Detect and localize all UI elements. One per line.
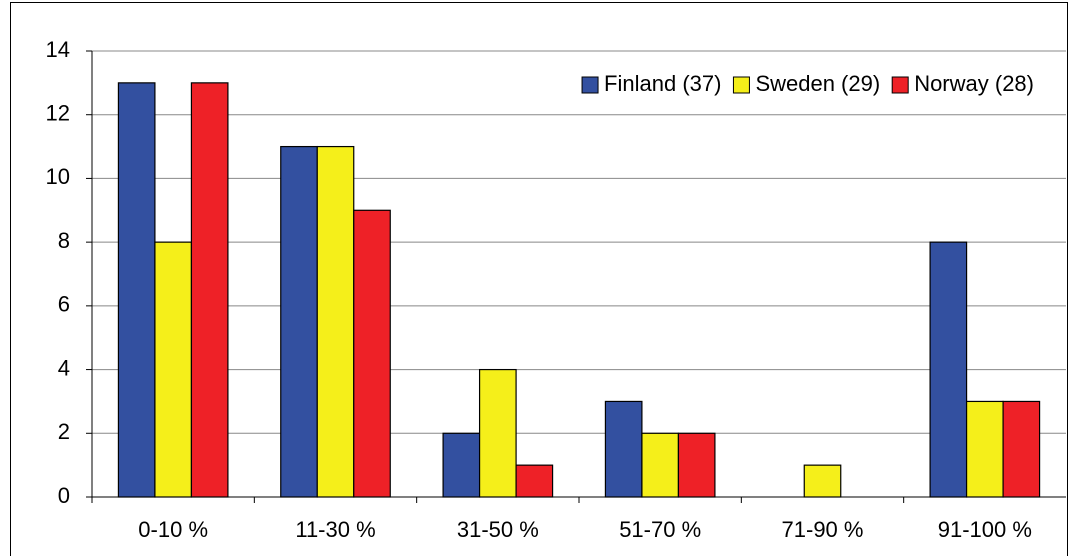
bar [965,400,1004,498]
bar [280,145,318,498]
bar [117,82,156,498]
bar [929,241,968,498]
bar [190,82,229,498]
y-tick-label: 2 [58,419,70,444]
y-tick-label: 12 [46,101,70,126]
bar [641,432,680,498]
x-tick-label: 0-10 % [138,517,208,542]
bar [442,432,481,498]
legend-label: Finland (37) [604,71,721,96]
x-tick-label: 51-70 % [619,517,701,542]
bar [154,241,193,498]
y-tick-label: 8 [58,228,70,253]
x-tick-label: 31-50 % [457,517,539,542]
y-tick-label: 10 [46,164,70,189]
bar [515,464,554,498]
legend-label: Sweden (29) [755,71,880,96]
bar [803,464,842,498]
legend-swatch [732,76,750,94]
legend-swatch [891,76,909,94]
x-tick-label: 71-90 % [782,517,864,542]
bar [604,400,643,498]
y-tick-label: 4 [58,355,70,380]
y-tick-label: 0 [58,483,70,508]
legend-swatch [581,76,599,94]
x-tick-label: 91-100 % [938,517,1032,542]
x-tick-label: 11-30 % [295,517,375,542]
bar [1002,400,1041,498]
bar [353,209,391,498]
bar [677,432,716,498]
bar [316,145,355,498]
legend-label: Norway (28) [914,71,1034,96]
bar [478,368,517,498]
y-tick-label: 6 [58,292,70,317]
y-tick-label: 14 [46,37,70,62]
